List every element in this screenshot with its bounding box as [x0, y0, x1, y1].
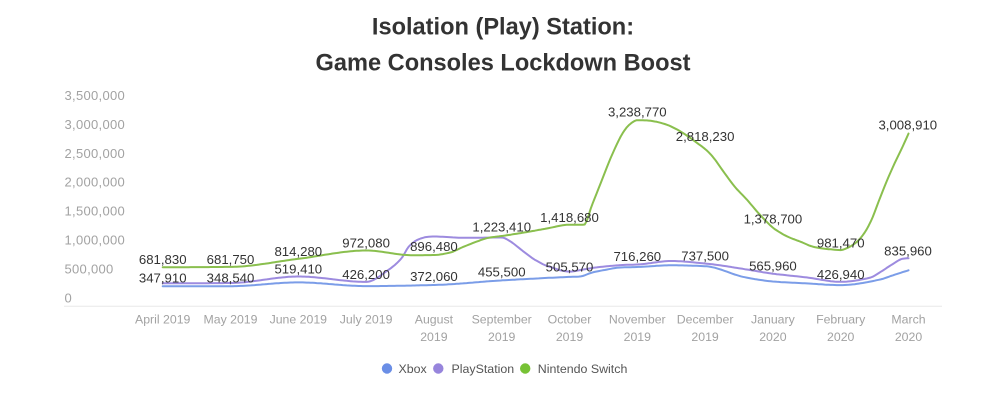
svg-text:May 2019: May 2019	[203, 313, 257, 327]
svg-text:737,500: 737,500	[681, 248, 729, 263]
svg-text:2019: 2019	[488, 330, 516, 344]
svg-text:2019: 2019	[556, 330, 584, 344]
svg-text:372,060: 372,060	[410, 269, 458, 284]
svg-text:Nintendo Switch: Nintendo Switch	[538, 362, 628, 376]
svg-text:347,910: 347,910	[139, 270, 187, 285]
svg-text:1,000,000: 1,000,000	[65, 233, 126, 248]
svg-text:Game Consoles Lockdown Boost: Game Consoles Lockdown Boost	[316, 50, 691, 76]
svg-text:565,960: 565,960	[749, 258, 797, 273]
svg-text:September: September	[472, 313, 532, 327]
svg-text:972,080: 972,080	[342, 235, 390, 250]
svg-text:October: October	[548, 313, 592, 327]
svg-text:3,500,000: 3,500,000	[65, 88, 126, 103]
svg-text:December: December	[677, 313, 734, 327]
svg-text:348,540: 348,540	[207, 271, 255, 286]
svg-text:681,830: 681,830	[139, 252, 187, 267]
svg-text:3,238,770: 3,238,770	[608, 105, 667, 120]
svg-text:2019: 2019	[691, 330, 719, 344]
svg-text:PlayStation: PlayStation	[452, 362, 515, 376]
svg-text:2,500,000: 2,500,000	[65, 146, 126, 161]
svg-text:April 2019: April 2019	[135, 313, 191, 327]
svg-text:426,200: 426,200	[342, 267, 390, 282]
svg-text:0: 0	[65, 290, 73, 305]
svg-text:2020: 2020	[827, 330, 855, 344]
svg-text:2020: 2020	[895, 330, 923, 344]
svg-text:896,480: 896,480	[410, 239, 458, 254]
svg-text:814,280: 814,280	[274, 244, 322, 259]
svg-text:500,000: 500,000	[65, 261, 114, 276]
svg-text:2019: 2019	[624, 330, 652, 344]
svg-text:1,418,680: 1,418,680	[540, 210, 599, 225]
svg-text:981,470: 981,470	[817, 235, 865, 250]
svg-text:2020: 2020	[759, 330, 787, 344]
svg-text:July 2019: July 2019	[340, 313, 393, 327]
svg-text:716,260: 716,260	[613, 249, 661, 264]
svg-text:2,000,000: 2,000,000	[65, 175, 126, 190]
svg-text:1,378,700: 1,378,700	[744, 212, 803, 227]
svg-text:November: November	[609, 313, 666, 327]
svg-text:426,940: 426,940	[817, 267, 865, 282]
svg-text:1,223,410: 1,223,410	[472, 219, 531, 234]
svg-text:3,008,910: 3,008,910	[878, 118, 937, 133]
svg-text:February: February	[816, 313, 866, 327]
svg-text:Isolation (Play) Station:: Isolation (Play) Station:	[372, 14, 634, 40]
svg-text:January: January	[751, 313, 796, 327]
svg-text:835,960: 835,960	[884, 244, 932, 259]
svg-text:March: March	[891, 313, 925, 327]
svg-text:2019: 2019	[420, 330, 448, 344]
svg-text:Xbox: Xbox	[399, 362, 428, 376]
svg-text:3,000,000: 3,000,000	[65, 117, 126, 132]
svg-text:August: August	[415, 313, 454, 327]
svg-text:505,570: 505,570	[546, 260, 594, 275]
svg-text:2,818,230: 2,818,230	[676, 129, 735, 144]
svg-text:681,750: 681,750	[207, 252, 255, 267]
svg-text:519,410: 519,410	[274, 261, 322, 276]
svg-text:455,500: 455,500	[478, 265, 526, 280]
svg-text:June 2019: June 2019	[270, 313, 328, 327]
svg-text:1,500,000: 1,500,000	[65, 204, 126, 219]
